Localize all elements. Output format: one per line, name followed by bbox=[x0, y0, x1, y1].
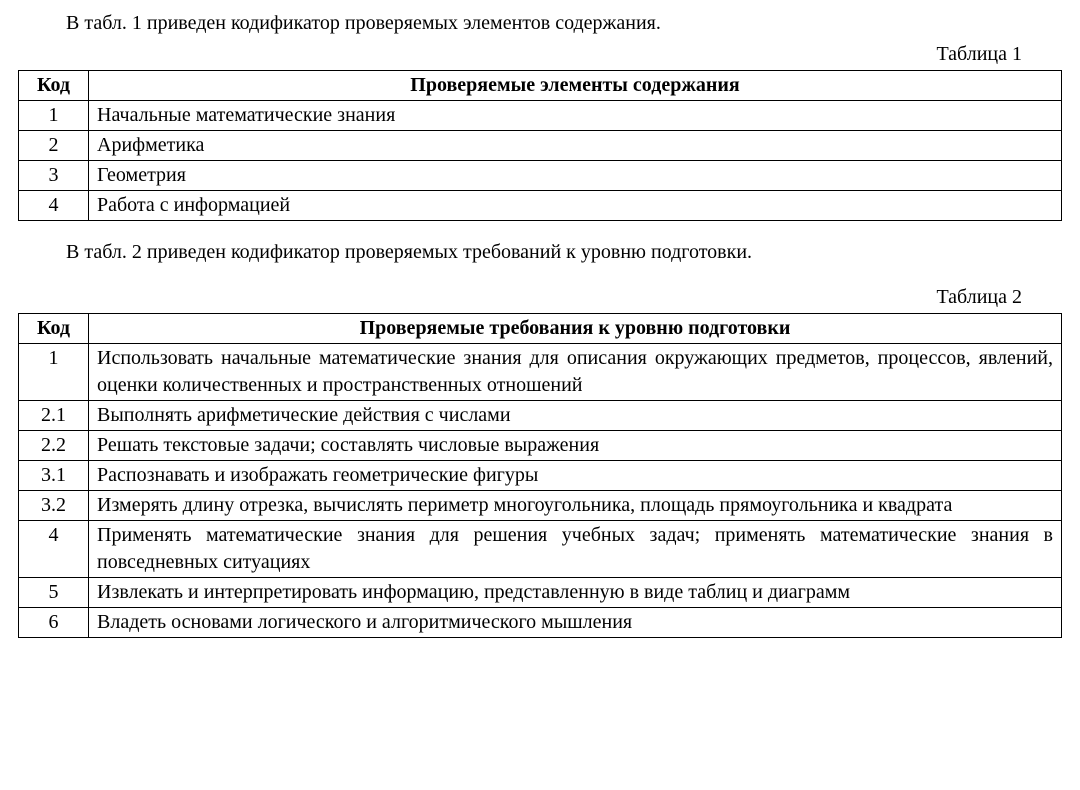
table2-cell-code: 5 bbox=[19, 578, 89, 608]
table-row: Код Проверяемые требования к уровню подг… bbox=[19, 314, 1062, 344]
table2-cell-desc: Решать текстовые задачи; составлять числ… bbox=[89, 431, 1062, 461]
table1-header-code: Код bbox=[19, 71, 89, 101]
table1-cell-desc: Работа с информацией bbox=[89, 191, 1062, 221]
intro-paragraph-2: В табл. 2 приведен кодификатор проверяем… bbox=[18, 239, 1062, 266]
table1-cell-code: 3 bbox=[19, 161, 89, 191]
table2-cell-desc: Извлекать и интерпретировать информацию,… bbox=[89, 578, 1062, 608]
table-row: 3.2 Измерять длину отрезка, вычислять пе… bbox=[19, 491, 1062, 521]
table-row: 2.1 Выполнять арифметические действия с … bbox=[19, 401, 1062, 431]
table1-cell-desc: Начальные математические знания bbox=[89, 101, 1062, 131]
spacer bbox=[18, 270, 1062, 284]
table2-cell-code: 2.2 bbox=[19, 431, 89, 461]
table2-cell-code: 2.1 bbox=[19, 401, 89, 431]
table-row: 4 Применять математические знания для ре… bbox=[19, 521, 1062, 578]
table2-cell-code: 6 bbox=[19, 608, 89, 638]
table2-cell-code: 1 bbox=[19, 344, 89, 401]
table1-cell-desc: Арифметика bbox=[89, 131, 1062, 161]
table1-cell-desc: Геометрия bbox=[89, 161, 1062, 191]
table1-cell-code: 2 bbox=[19, 131, 89, 161]
table-row: 4 Работа с информацией bbox=[19, 191, 1062, 221]
table2-cell-desc: Владеть основами логического и алгоритми… bbox=[89, 608, 1062, 638]
table-row: 3.1 Распознавать и изображать геометриче… bbox=[19, 461, 1062, 491]
table2-cell-desc: Использовать начальные математические зн… bbox=[89, 344, 1062, 401]
table-row: 2.2 Решать текстовые задачи; составлять … bbox=[19, 431, 1062, 461]
table2-cell-desc: Выполнять арифметические действия с числ… bbox=[89, 401, 1062, 431]
table2-cell-desc: Применять математические знания для реше… bbox=[89, 521, 1062, 578]
table-row: 5 Извлекать и интерпретировать информаци… bbox=[19, 578, 1062, 608]
table2-cell-desc: Измерять длину отрезка, вычислять периме… bbox=[89, 491, 1062, 521]
table-2: Код Проверяемые требования к уровню подг… bbox=[18, 313, 1062, 638]
table2-cell-code: 3.2 bbox=[19, 491, 89, 521]
table2-label: Таблица 2 bbox=[18, 284, 1062, 311]
table1-header-desc: Проверяемые элементы содержания bbox=[89, 71, 1062, 101]
table1-label: Таблица 1 bbox=[18, 41, 1062, 68]
table-1: Код Проверяемые элементы содержания 1 На… bbox=[18, 70, 1062, 221]
table2-cell-code: 4 bbox=[19, 521, 89, 578]
table2-header-desc: Проверяемые требования к уровню подготов… bbox=[89, 314, 1062, 344]
table-row: 3 Геометрия bbox=[19, 161, 1062, 191]
table1-cell-code: 4 bbox=[19, 191, 89, 221]
table2-cell-desc: Распознавать и изображать геометрические… bbox=[89, 461, 1062, 491]
intro-paragraph-1: В табл. 1 приведен кодификатор проверяем… bbox=[18, 10, 1062, 37]
table-row: Код Проверяемые элементы содержания bbox=[19, 71, 1062, 101]
table2-cell-code: 3.1 bbox=[19, 461, 89, 491]
table-row: 2 Арифметика bbox=[19, 131, 1062, 161]
table2-header-code: Код bbox=[19, 314, 89, 344]
table-row: 6 Владеть основами логического и алгорит… bbox=[19, 608, 1062, 638]
table-row: 1 Начальные математические знания bbox=[19, 101, 1062, 131]
table-row: 1 Использовать начальные математические … bbox=[19, 344, 1062, 401]
table1-cell-code: 1 bbox=[19, 101, 89, 131]
